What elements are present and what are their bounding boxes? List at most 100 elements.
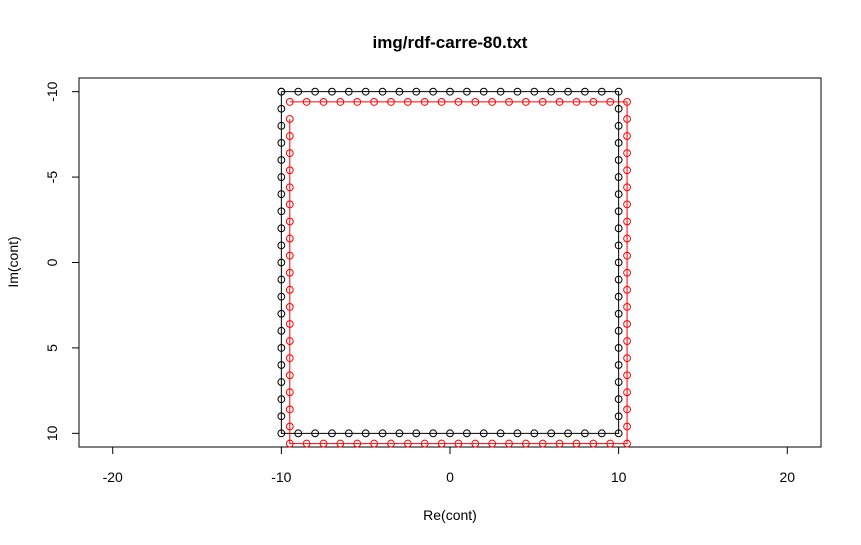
data-point: [614, 241, 623, 250]
data-point: [513, 429, 522, 438]
data-point: [623, 354, 631, 363]
data-point: [606, 98, 615, 106]
data-point: [344, 87, 353, 96]
data-point: [412, 87, 421, 96]
data-point: [614, 258, 623, 267]
data-point: [277, 224, 286, 233]
data-point: [285, 132, 294, 140]
data-point: [285, 166, 294, 175]
data-point: [488, 98, 497, 106]
data-point: [361, 87, 370, 96]
y-tick-label: 5: [44, 344, 60, 352]
data-point: [285, 200, 294, 209]
y-tick-label: 0: [44, 258, 60, 266]
data-point: [496, 429, 505, 438]
data-point: [505, 439, 513, 448]
data-point: [344, 429, 353, 438]
data-point: [623, 422, 631, 431]
data-point: [311, 87, 319, 96]
data-point: [294, 429, 303, 438]
series-line: [280, 91, 620, 434]
data-point: [361, 429, 370, 438]
data-point: [302, 439, 311, 448]
data-point: [277, 344, 286, 352]
data-point: [462, 429, 471, 438]
x-tick-label: 10: [611, 469, 627, 485]
data-point: [521, 98, 530, 106]
data-point: [623, 149, 631, 158]
data-point: [395, 429, 404, 438]
data-point: [581, 429, 589, 438]
data-point: [623, 115, 631, 123]
data-point: [277, 429, 286, 438]
data-point: [623, 337, 631, 345]
data-point: [555, 98, 564, 106]
data-point: [614, 156, 623, 164]
data-point: [336, 98, 345, 106]
data-point: [277, 190, 286, 199]
data-point: [479, 87, 488, 96]
data-point: [589, 98, 598, 106]
data-point: [614, 378, 623, 386]
data-point: [387, 439, 395, 448]
data-point: [623, 98, 631, 106]
data-point: [420, 439, 429, 448]
data-point: [277, 156, 286, 164]
data-point: [623, 183, 631, 192]
x-axis-label: Re(cont): [423, 507, 477, 523]
data-point: [277, 395, 286, 404]
data-point: [488, 439, 497, 448]
data-point: [623, 371, 631, 380]
data-point: [285, 388, 294, 397]
data-point: [623, 405, 631, 414]
data-point: [623, 234, 631, 243]
data-point: [277, 378, 286, 386]
y-axis-label: Im(cont): [5, 236, 21, 287]
data-point: [437, 98, 446, 106]
data-point: [496, 87, 505, 96]
data-point: [614, 121, 623, 130]
data-point: [311, 429, 319, 438]
data-point: [614, 139, 623, 147]
data-point: [412, 429, 421, 438]
data-point: [277, 326, 286, 335]
data-point: [547, 87, 556, 96]
data-point: [505, 98, 513, 106]
data-point: [513, 87, 522, 96]
data-point: [285, 115, 294, 123]
data-point: [395, 87, 404, 96]
data-point: [285, 439, 294, 448]
data-point: [277, 258, 286, 267]
data-point: [403, 439, 412, 448]
data-point: [614, 395, 623, 404]
data-point: [614, 361, 623, 369]
data-point: [285, 371, 294, 380]
y-tick-label: -5: [44, 171, 60, 184]
data-point: [623, 217, 631, 226]
data-point: [302, 98, 311, 106]
data-point: [353, 98, 362, 106]
data-point: [623, 200, 631, 209]
data-point: [277, 104, 286, 113]
data-point: [614, 275, 623, 284]
data-point: [623, 285, 631, 294]
y-tick-label: -10: [44, 81, 60, 101]
data-point: [547, 429, 556, 438]
data-point: [429, 429, 438, 438]
data-point: [277, 275, 286, 284]
data-point: [614, 292, 623, 301]
data-point: [370, 439, 379, 448]
data-point: [581, 87, 589, 96]
data-point: [277, 207, 286, 216]
data-point: [277, 412, 286, 421]
data-point: [462, 87, 471, 96]
data-point: [285, 303, 294, 311]
data-point: [623, 166, 631, 175]
data-point: [614, 309, 623, 318]
data-point: [285, 98, 294, 106]
data-point: [285, 354, 294, 363]
data-point: [277, 292, 286, 301]
x-axis: -20 -10 0 10 20: [103, 446, 795, 485]
data-point: [387, 98, 395, 106]
data-point: [277, 173, 286, 181]
